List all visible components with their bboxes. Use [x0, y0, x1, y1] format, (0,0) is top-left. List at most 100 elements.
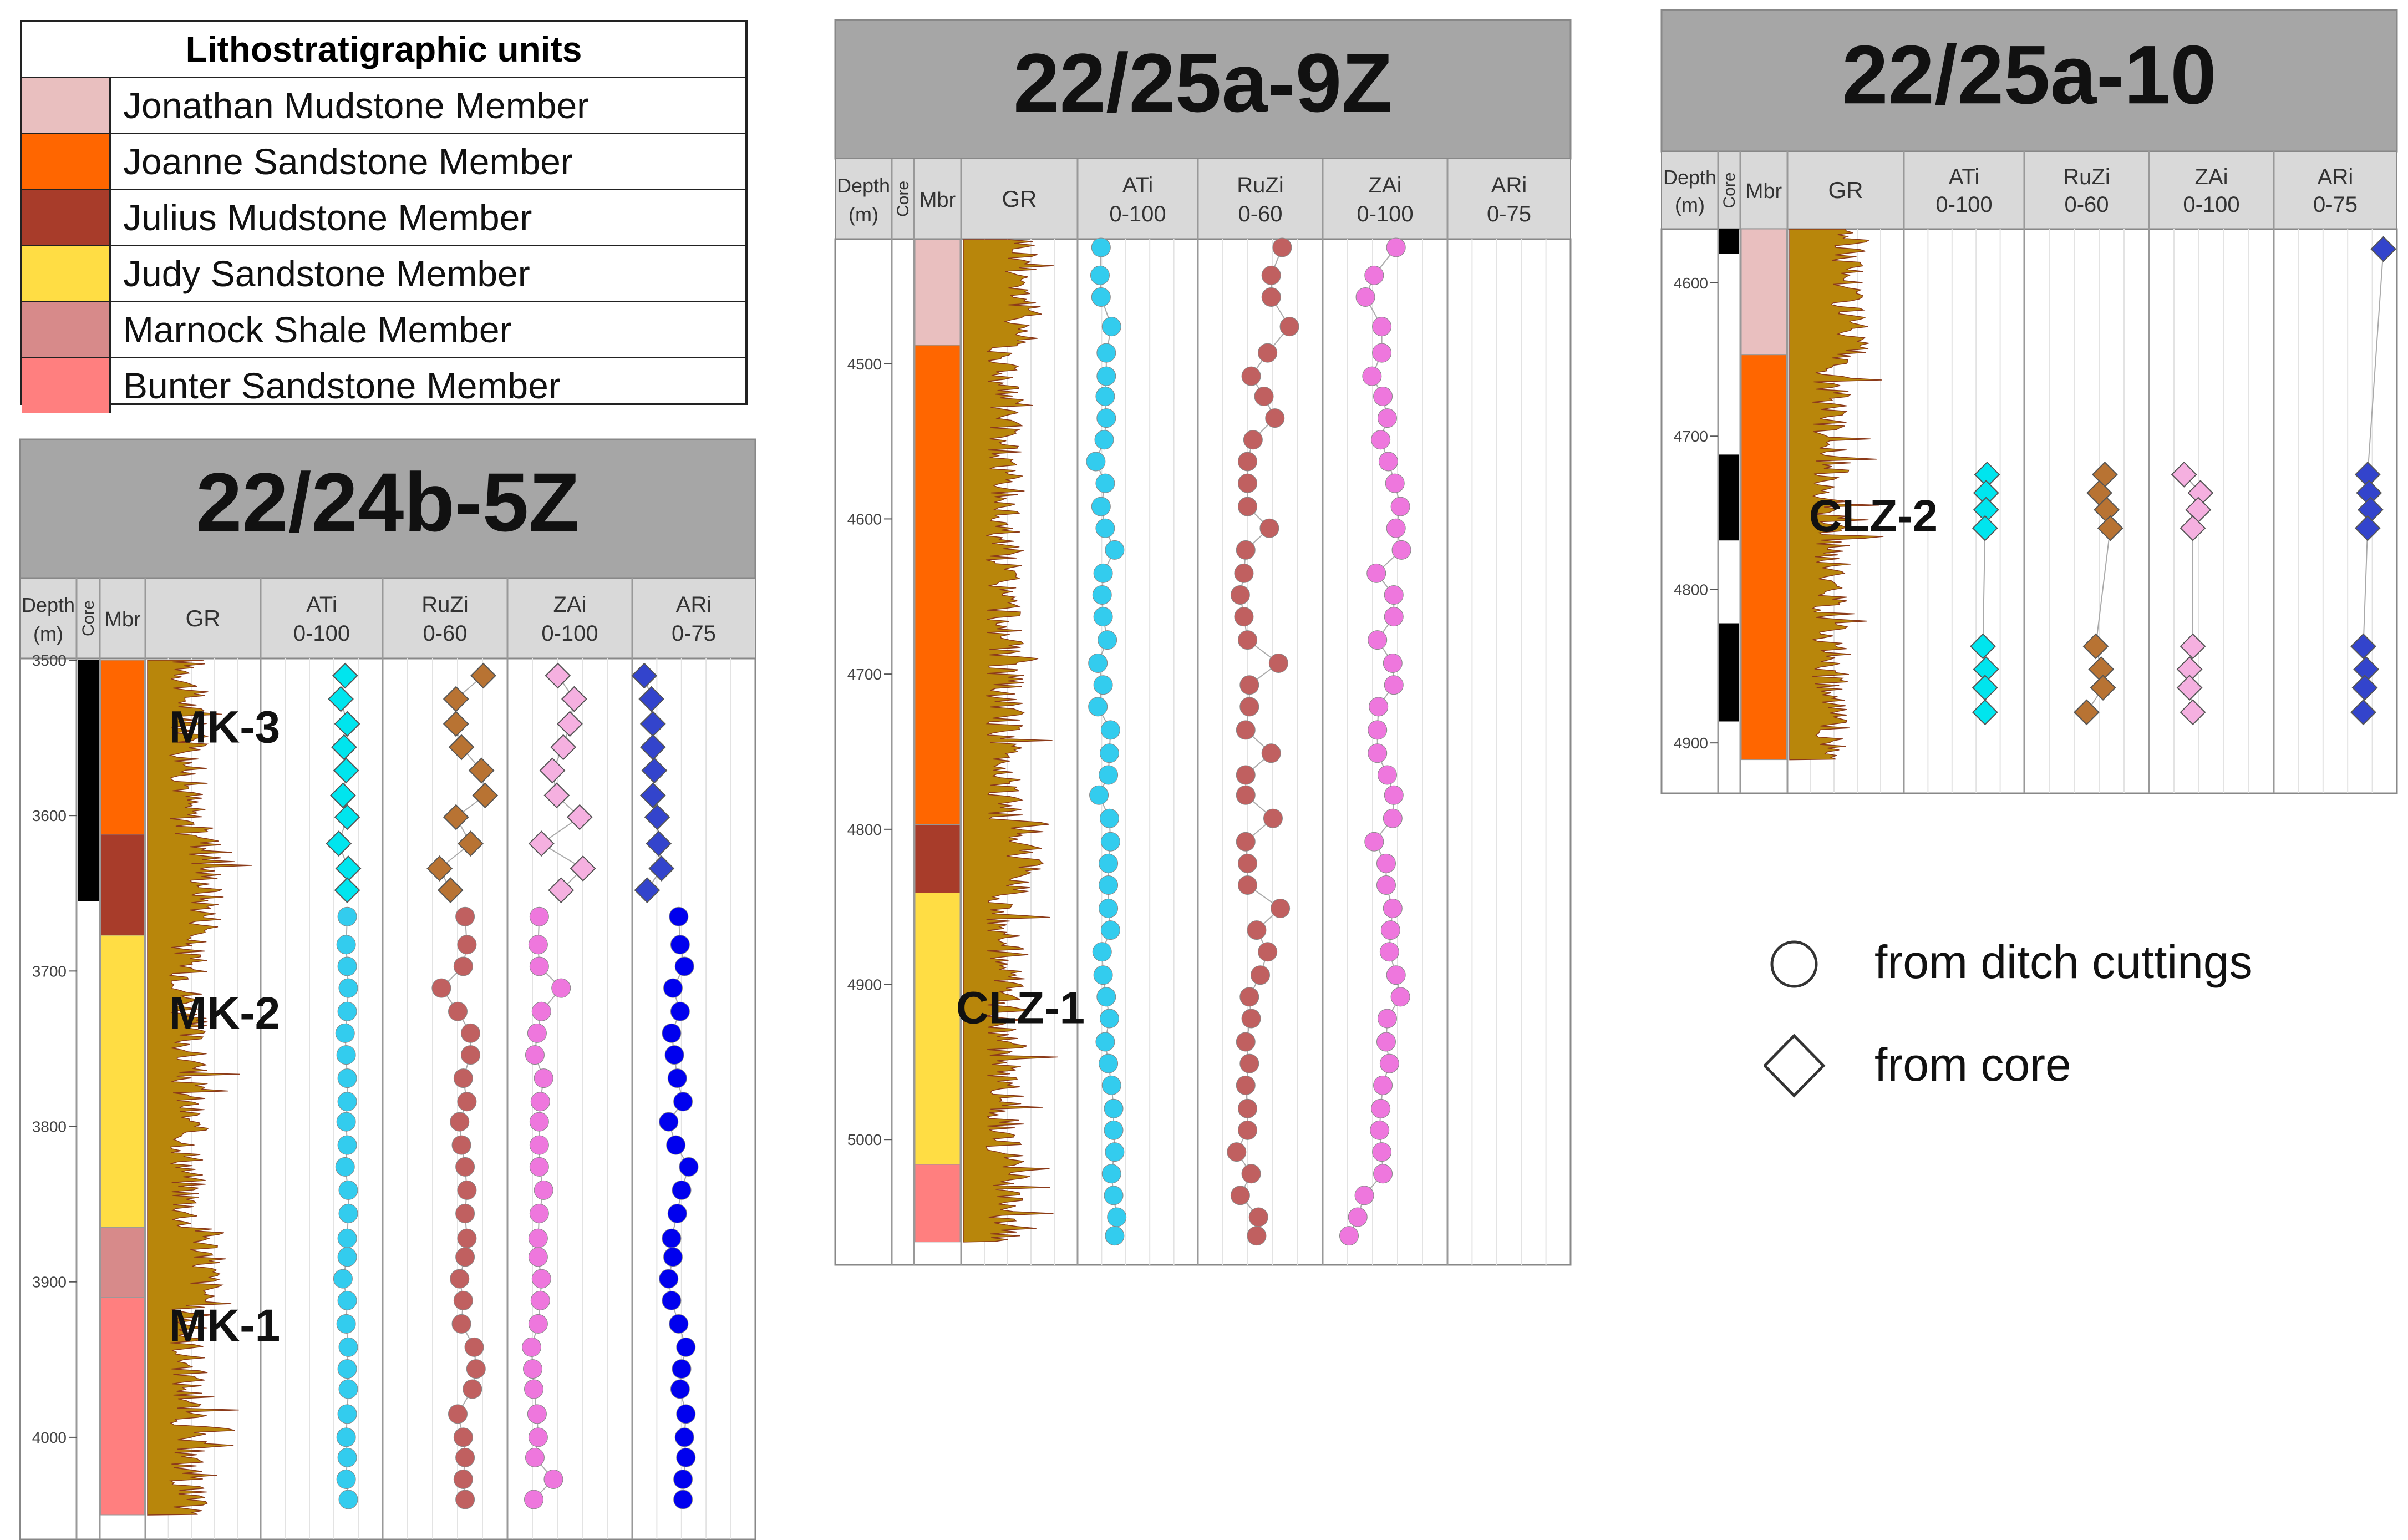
ruzi-core-point	[443, 804, 469, 830]
core-interval-bar	[78, 660, 99, 901]
zai-cuttings-point	[1377, 765, 1397, 785]
ruzi-cuttings-point	[1239, 1053, 1259, 1073]
ati-cuttings-point	[1100, 832, 1120, 852]
zai-cuttings-point	[531, 1269, 551, 1289]
zai-cuttings-point	[528, 1247, 548, 1267]
well-panel: 22/24b-5Z Depth (m) Core Mbr GR ATi 0-100 RuZi 0-…	[19, 438, 756, 1540]
ati-core-point	[1972, 515, 1998, 541]
legend-swatch	[22, 302, 111, 357]
header-ati-range: 0-100	[293, 621, 350, 646]
ati-connector	[338, 675, 349, 890]
ati-core-point	[329, 782, 356, 809]
zai-cuttings-point	[1373, 386, 1393, 406]
ati-cuttings-point	[1104, 1098, 1124, 1118]
ati-cuttings-point	[1095, 1032, 1115, 1052]
ruzi-cuttings-point	[1230, 585, 1250, 605]
ruzi-cuttings-point	[451, 1314, 471, 1334]
ati-cuttings-point	[1093, 675, 1113, 695]
ruzi-cuttings-point	[1261, 287, 1281, 307]
zai-cuttings-point	[530, 1092, 550, 1112]
zai-cuttings-point	[1383, 654, 1403, 673]
ati-cuttings-point	[1092, 942, 1112, 962]
ruzi-cuttings-point	[1238, 853, 1258, 873]
ruzi-cuttings-point	[1271, 898, 1291, 918]
member-interval	[100, 834, 145, 936]
header-ati: ATi	[1122, 173, 1154, 197]
member-interval	[915, 1164, 961, 1243]
zai-cuttings-point	[1373, 1075, 1393, 1095]
zone-label: CLZ-2	[1809, 491, 1938, 541]
zai-cuttings-point	[525, 1045, 545, 1065]
header-gr: GR	[1002, 186, 1037, 212]
ruzi-cuttings-point	[1268, 654, 1288, 673]
zai-core-point	[2180, 699, 2206, 726]
ati-core-point	[332, 662, 358, 689]
ati-core-point	[1970, 633, 1996, 660]
ari-cuttings-point	[670, 935, 690, 955]
ruzi-cuttings-point	[1238, 497, 1258, 516]
ati-cuttings-point	[1091, 497, 1111, 516]
ari-cuttings-point	[674, 956, 694, 976]
ari-connector	[643, 675, 662, 891]
zai-cuttings-point	[1378, 452, 1398, 472]
ati-cuttings-point	[1095, 518, 1115, 538]
zai-cuttings-point	[524, 1379, 543, 1399]
header-ati: ATi	[306, 592, 337, 617]
header-ati-range: 0-100	[1109, 202, 1166, 226]
ati-cuttings-point	[336, 1427, 356, 1447]
ati-core-point	[334, 804, 360, 830]
header-depth-unit: (m)	[1675, 194, 1705, 216]
zai-cuttings-point	[1362, 366, 1382, 386]
ati-cuttings-point	[1101, 1164, 1121, 1184]
panel-title: 22/24b-5Z	[196, 455, 580, 549]
header-ruzi-range: 0-60	[2064, 192, 2109, 217]
ati-cuttings-point	[336, 1112, 356, 1132]
legend-label: Julius Mudstone Member	[123, 197, 532, 238]
header-gr: GR	[186, 605, 221, 631]
ruzi-cuttings-point	[1251, 965, 1270, 985]
ati-cuttings-point	[1088, 654, 1108, 673]
zai-cuttings-point	[529, 1135, 549, 1155]
zai-cuttings-point	[1379, 1053, 1399, 1073]
ruzi-cuttings-point	[1258, 942, 1278, 962]
legend-swatch	[22, 246, 111, 301]
zai-core-point	[2176, 675, 2203, 701]
header-ruzi-range: 0-60	[423, 621, 467, 646]
zai-cuttings-point	[529, 906, 549, 926]
ati-cuttings-point	[1093, 563, 1113, 583]
ati-cuttings-point	[1095, 386, 1115, 406]
depth-tick-label: 3800	[32, 1118, 67, 1136]
legend-swatch	[22, 358, 111, 413]
zai-core-point	[566, 804, 593, 830]
ruzi-cuttings-point	[1279, 317, 1299, 337]
ruzi-cuttings-point	[453, 1068, 473, 1088]
header-core: Core	[1720, 172, 1739, 208]
ati-cuttings-point	[1101, 1075, 1121, 1095]
ati-cuttings-point	[1096, 366, 1116, 386]
ari-cuttings-point	[673, 1490, 693, 1509]
ati-cuttings-point	[1104, 1186, 1124, 1205]
ari-core-point	[2350, 633, 2376, 660]
header-ari-range: 0-75	[1487, 202, 1531, 226]
ruzi-cuttings-point	[1241, 366, 1261, 386]
ari-cuttings-point	[664, 1045, 684, 1065]
zai-core-point	[570, 855, 596, 882]
depth-tick-label: 4700	[1674, 428, 1708, 445]
legend-row: Julius Mudstone Member	[22, 190, 745, 246]
ruzi-cuttings-point	[464, 1337, 484, 1357]
header-mbr: Mbr	[104, 608, 141, 631]
ruzi-core-point	[448, 734, 475, 761]
zone-label: MK-3	[169, 702, 280, 752]
depth-tick-label: 4800	[847, 821, 882, 838]
legend-row: Bunter Sandstone Member	[22, 358, 745, 413]
zai-core-point	[2180, 633, 2206, 660]
zai-cuttings-point	[1376, 1032, 1396, 1052]
ati-cuttings-point	[1099, 1009, 1119, 1029]
ruzi-core-point	[472, 782, 499, 809]
ruzi-cuttings-point	[1243, 430, 1263, 450]
header-mbr: Mbr	[1746, 180, 1782, 203]
ati-cuttings-point	[1096, 408, 1116, 428]
zai-cuttings-point	[1368, 630, 1388, 650]
ruzi-cuttings-point	[1263, 808, 1283, 828]
ati-cuttings-point	[337, 1290, 357, 1310]
